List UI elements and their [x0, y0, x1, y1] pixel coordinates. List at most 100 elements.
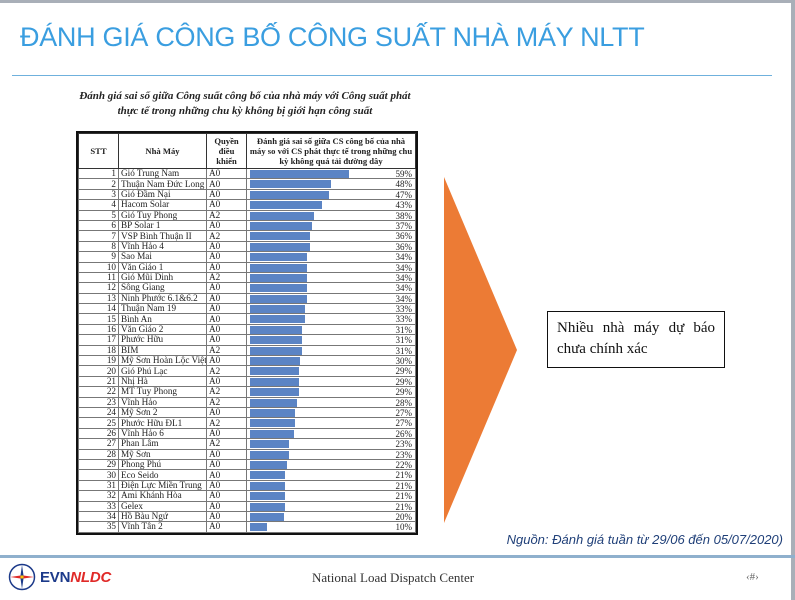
row-evaluation: 10% — [246, 521, 416, 533]
error-bar — [250, 263, 308, 272]
table-row: 10 Văn Giáo 1 A0 34% — [78, 261, 416, 273]
table-row: 28 Mỹ Sơn A0 23% — [78, 448, 416, 460]
row-control: A0 — [206, 448, 247, 460]
error-bar — [250, 232, 311, 241]
row-plant-name: Gió Tuy Phong — [118, 209, 207, 221]
table-row: 12 Sông Giang A0 34% — [78, 282, 416, 294]
row-stt: 22 — [78, 386, 119, 398]
row-percent: 21% — [395, 491, 413, 501]
row-plant-name: Phan Lâm — [118, 438, 207, 450]
row-stt: 33 — [78, 500, 119, 512]
row-evaluation: 43% — [246, 199, 416, 211]
row-evaluation: 21% — [246, 500, 416, 512]
error-bar — [250, 377, 299, 386]
row-evaluation: 21% — [246, 469, 416, 481]
logo-nldc-text: NLDC — [70, 568, 112, 586]
row-control: A0 — [206, 292, 247, 305]
row-evaluation: 20% — [246, 510, 416, 523]
row-percent: 23% — [395, 439, 413, 450]
window-frame-right — [791, 0, 795, 600]
row-percent: 21% — [395, 480, 413, 491]
header-evaluation: Đánh giá sai số giữa CS công bố của nhà … — [246, 133, 416, 169]
error-bar — [250, 460, 287, 469]
row-stt: 32 — [78, 490, 119, 502]
row-stt: 3 — [78, 188, 119, 201]
row-evaluation: 23% — [246, 448, 416, 460]
row-control: A2 — [206, 438, 247, 450]
row-percent: 34% — [395, 283, 413, 294]
row-evaluation: 27% — [246, 417, 416, 429]
row-evaluation: 36% — [246, 240, 416, 253]
error-bar — [250, 253, 308, 261]
row-plant-name: BP Solar 1 — [118, 219, 207, 232]
logo-evn-text: EVN — [40, 568, 71, 586]
row-control: A0 — [206, 303, 247, 315]
row-plant-name: Gió Trung Nam — [118, 167, 207, 180]
row-percent: 31% — [395, 324, 413, 335]
table-row: 22 MT Tuy Phong A2 29% — [78, 386, 416, 398]
row-evaluation: 23% — [246, 438, 416, 450]
table-row: 3 Gió Đầm Nại A0 47% — [78, 188, 416, 201]
row-percent: 47% — [395, 189, 413, 200]
row-stt: 26 — [78, 427, 119, 440]
error-bar — [250, 481, 286, 490]
row-control: A0 — [206, 313, 247, 325]
row-control: A0 — [206, 167, 247, 180]
row-plant-name: Eco Seido — [118, 469, 207, 481]
row-stt: 34 — [78, 510, 119, 523]
row-evaluation: 48% — [246, 178, 416, 190]
table-row: 25 Phước Hữu ĐL1 A2 27% — [78, 417, 416, 429]
row-stt: 19 — [78, 355, 119, 367]
conclusion-callout: Nhiều nhà máy dự báo chưa chính xác — [547, 311, 725, 368]
error-bar — [250, 305, 306, 313]
row-evaluation: 29% — [246, 386, 416, 398]
row-percent: 43% — [395, 200, 413, 211]
title-divider — [12, 75, 772, 76]
row-stt: 15 — [78, 313, 119, 325]
table-row: 30 Eco Seido A0 21% — [78, 469, 416, 481]
error-bar — [250, 211, 314, 220]
row-percent: 34% — [395, 262, 413, 273]
row-percent: 22% — [395, 459, 413, 470]
row-evaluation: 31% — [246, 323, 416, 336]
row-percent: 29% — [395, 387, 413, 398]
row-plant-name: Sông Giang — [118, 282, 207, 294]
table-row: 1 Gió Trung Nam A0 59% — [78, 167, 416, 180]
row-stt: 4 — [78, 199, 119, 211]
source-note: Nguồn: Đánh giá tuần từ 29/06 đến 05/07/… — [506, 532, 783, 547]
row-stt: 21 — [78, 375, 119, 388]
row-evaluation: 28% — [246, 396, 416, 409]
row-percent: 23% — [395, 449, 413, 460]
row-evaluation: 34% — [246, 271, 416, 284]
table-header-row: STT Nhà Máy Quyền điều khiển Đánh giá sa… — [78, 133, 416, 169]
row-evaluation: 27% — [246, 406, 416, 419]
row-percent: 21% — [395, 501, 413, 512]
evn-compass-icon — [8, 563, 36, 591]
row-percent: 33% — [395, 314, 413, 325]
table-row: 24 Mỹ Sơn 2 A0 27% — [78, 406, 416, 419]
row-evaluation: 31% — [246, 344, 416, 357]
row-plant-name: Thuận Nam 19 — [118, 303, 207, 315]
row-evaluation: 34% — [246, 282, 416, 294]
row-control: A0 — [206, 490, 247, 502]
table-row: 6 BP Solar 1 A0 37% — [78, 219, 416, 232]
table-row: 33 Gelex A0 21% — [78, 500, 416, 512]
row-percent: 48% — [395, 179, 413, 190]
error-bar — [250, 357, 301, 365]
row-control: A0 — [206, 375, 247, 388]
row-stt: 9 — [78, 251, 119, 263]
error-bar — [250, 492, 286, 500]
table-caption-line2: thực tế trong những chu kỳ không bị giới… — [117, 105, 373, 117]
row-plant-name: Ami Khánh Hòa — [118, 490, 207, 502]
table-body: 1 Gió Trung Nam A0 59% 2 Thuận Nam Đức Long A0… — [78, 167, 416, 533]
row-stt: 27 — [78, 438, 119, 450]
error-bar — [250, 512, 284, 521]
row-stt: 25 — [78, 417, 119, 429]
row-plant-name: Phước Hữu ĐL1 — [118, 417, 207, 429]
evaluation-table: STT Nhà Máy Quyền điều khiển Đánh giá sa… — [76, 131, 418, 535]
row-control: A0 — [206, 469, 247, 481]
row-plant-name: BIM — [118, 344, 207, 357]
row-evaluation: 38% — [246, 209, 416, 221]
row-control: A0 — [206, 521, 247, 533]
row-stt: 5 — [78, 209, 119, 221]
